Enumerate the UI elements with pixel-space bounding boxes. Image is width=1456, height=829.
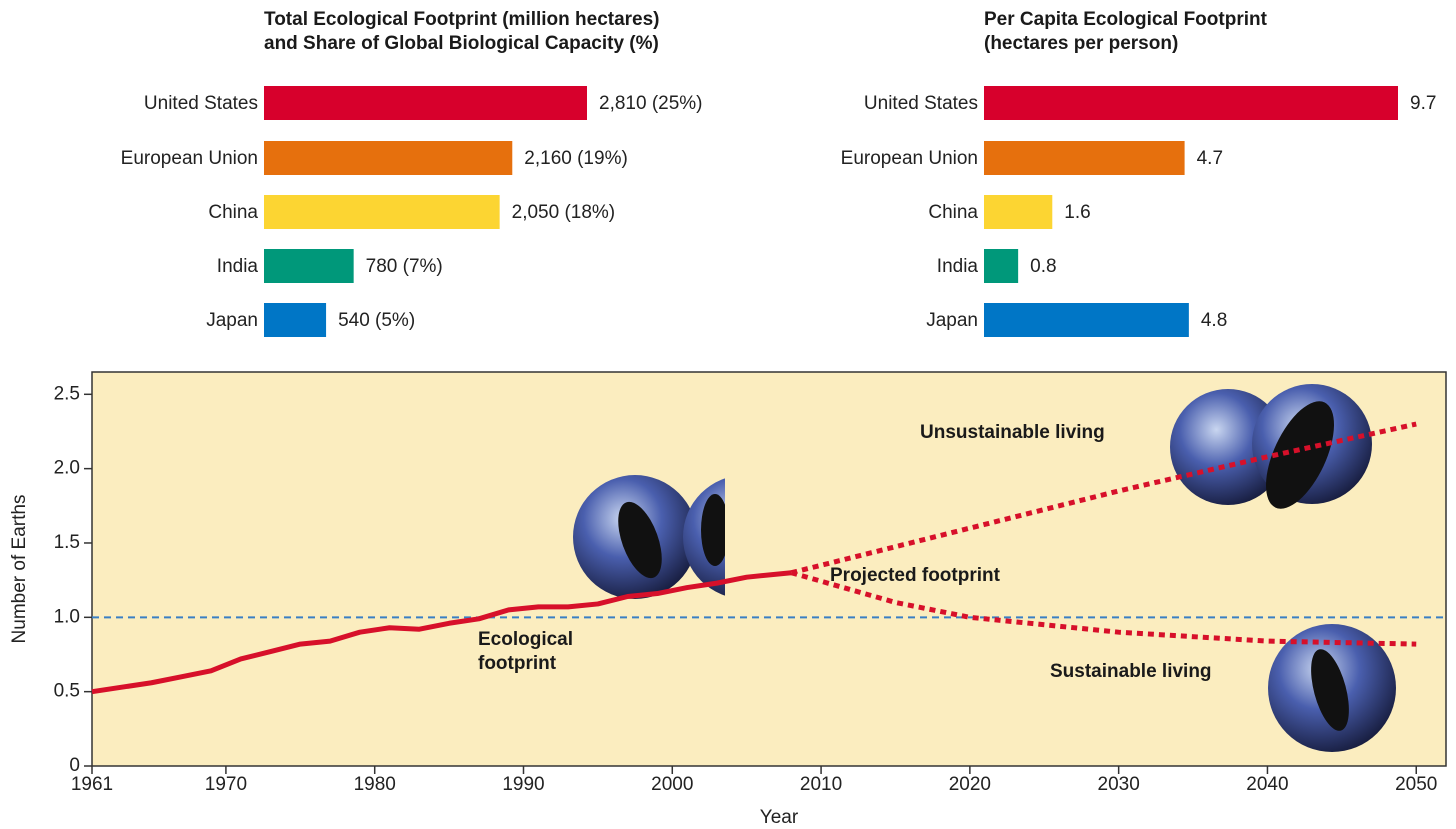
bar — [264, 141, 513, 175]
series-line — [91, 570, 792, 695]
series-label: Unsustainable living — [920, 422, 1105, 443]
value-label: 9.7 — [1410, 93, 1436, 114]
category-label: India — [937, 256, 979, 277]
y-axis-label: Number of Earths — [9, 495, 30, 644]
category-label: India — [217, 256, 259, 277]
category-label: United States — [864, 93, 978, 114]
annotation: Projected footprint — [830, 565, 1000, 586]
bar — [984, 249, 1019, 283]
value-label: 4.7 — [1197, 148, 1223, 169]
category-label: European Union — [841, 148, 978, 169]
category-label: United States — [144, 93, 258, 114]
x-tick-label: 2040 — [1246, 774, 1288, 795]
series-layer — [91, 421, 1417, 695]
bar — [264, 249, 354, 283]
footprint — [618, 501, 662, 579]
value-label: 0.8 — [1030, 256, 1056, 277]
globe — [683, 478, 725, 596]
chart-title: Total Ecological Footprint (million hect… — [264, 9, 660, 54]
bar — [984, 303, 1189, 337]
globe — [1170, 389, 1286, 505]
y-tick-label: 1.5 — [54, 532, 80, 553]
value-label: 780 (7%) — [366, 256, 443, 277]
value-label: 2,810 (25%) — [599, 93, 703, 114]
y-tick-label: 0 — [69, 755, 80, 776]
x-tick-label: 2010 — [800, 774, 842, 795]
value-label: 2,050 (18%) — [512, 202, 616, 223]
chart-title: Per Capita Ecological Footprint (hectare… — [984, 9, 1267, 54]
globe-illustrations — [573, 384, 1396, 752]
bar — [264, 303, 327, 337]
y-tick-label: 0.5 — [54, 681, 80, 702]
chart-layer: United States 2,810 (25%) European Union 2,… — [9, 86, 1446, 828]
y-tick-label: 2.0 — [54, 458, 80, 479]
x-tick-label: 1961 — [71, 774, 113, 795]
footprint — [1311, 649, 1349, 731]
bar — [264, 195, 500, 229]
x-tick-label: 1990 — [502, 774, 544, 795]
series-line — [790, 570, 1417, 647]
value-label: 2,160 (19%) — [524, 148, 628, 169]
bar — [984, 86, 1398, 120]
y-tick-label: 1.0 — [54, 606, 80, 627]
x-tick-label: 1980 — [354, 774, 396, 795]
x-tick-label: 1970 — [205, 774, 247, 795]
series-label: Ecological footprint — [478, 629, 574, 674]
value-label: 1.6 — [1064, 202, 1090, 223]
category-label: Japan — [926, 310, 978, 331]
value-label: 4.8 — [1201, 310, 1227, 331]
footprint — [1265, 401, 1335, 509]
bar — [984, 195, 1053, 229]
x-tick-label: 2000 — [651, 774, 693, 795]
category-label: China — [208, 202, 258, 223]
bar — [984, 141, 1185, 175]
y-tick-label: 2.5 — [54, 383, 80, 404]
series-label: Sustainable living — [1050, 661, 1212, 682]
category-label: China — [928, 202, 978, 223]
x-tick-label: 2030 — [1098, 774, 1140, 795]
category-label: European Union — [121, 148, 258, 169]
x-tick-label: 2050 — [1395, 774, 1437, 795]
bar — [264, 86, 587, 120]
category-label: Japan — [206, 310, 258, 331]
value-label: 540 (5%) — [338, 310, 415, 331]
x-tick-label: 2020 — [949, 774, 991, 795]
x-axis-label: Year — [760, 807, 799, 828]
series-line — [790, 421, 1417, 576]
